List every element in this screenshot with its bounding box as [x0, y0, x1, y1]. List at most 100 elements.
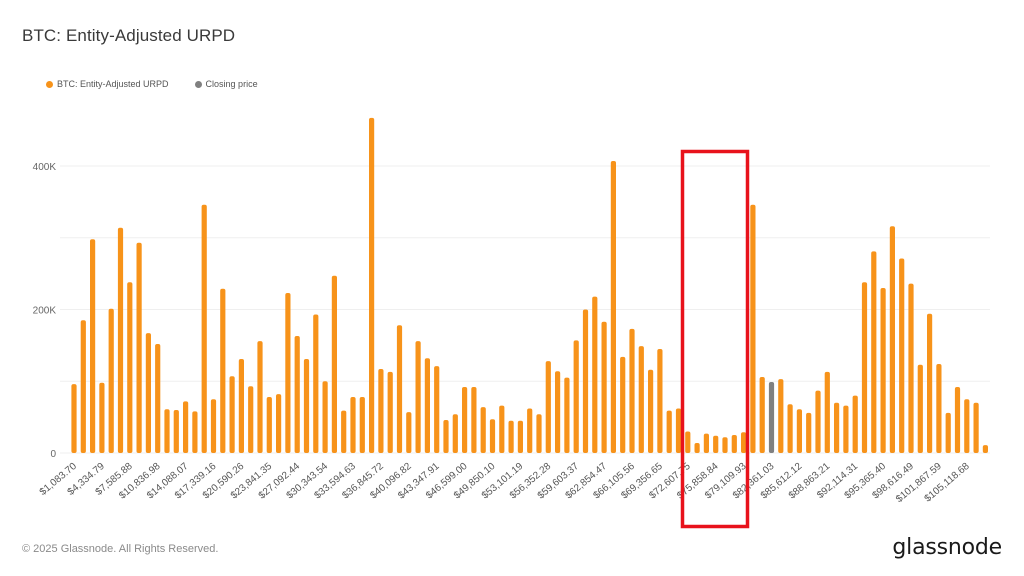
urpd-bar[interactable] — [127, 282, 133, 453]
urpd-bar[interactable] — [638, 346, 644, 453]
urpd-bar[interactable] — [908, 283, 914, 453]
urpd-bar[interactable] — [927, 313, 933, 453]
urpd-bar[interactable] — [406, 412, 412, 453]
urpd-bar[interactable] — [387, 371, 393, 453]
urpd-bar[interactable] — [861, 282, 868, 453]
urpd-bar[interactable] — [145, 333, 151, 453]
urpd-bar[interactable] — [694, 442, 700, 453]
urpd-bar[interactable] — [136, 242, 142, 453]
urpd-bar[interactable] — [685, 431, 691, 453]
urpd-bar[interactable] — [443, 420, 449, 453]
urpd-bar[interactable] — [183, 401, 189, 453]
urpd-bar[interactable] — [276, 394, 282, 453]
urpd-bar[interactable] — [703, 433, 709, 453]
urpd-bar[interactable] — [843, 405, 849, 453]
urpd-bar[interactable] — [434, 366, 440, 453]
urpd-bar[interactable] — [415, 341, 421, 453]
urpd-bar[interactable] — [99, 382, 105, 453]
urpd-bar[interactable] — [675, 408, 682, 453]
urpd-bar[interactable] — [303, 359, 310, 453]
urpd-bar[interactable] — [489, 419, 496, 453]
urpd-bar[interactable] — [741, 432, 747, 453]
urpd-bar[interactable] — [666, 410, 672, 453]
urpd-bar[interactable] — [731, 435, 737, 453]
urpd-bar[interactable] — [210, 399, 217, 453]
urpd-bar[interactable] — [592, 296, 598, 453]
urpd-bar[interactable] — [471, 386, 477, 453]
urpd-bar[interactable] — [713, 435, 719, 453]
urpd-bar[interactable] — [452, 414, 458, 453]
urpd-bar[interactable] — [369, 117, 375, 454]
urpd-bar[interactable] — [201, 204, 207, 453]
urpd-bar[interactable] — [610, 160, 616, 454]
urpd-bar[interactable] — [173, 409, 179, 453]
urpd-bar[interactable] — [564, 377, 570, 453]
urpd-bar[interactable] — [778, 379, 784, 453]
legend-item-closing-price[interactable]: Closing price — [194, 79, 258, 89]
urpd-bar[interactable] — [982, 445, 988, 453]
urpd-bar[interactable] — [359, 397, 365, 453]
urpd-bar[interactable] — [796, 409, 802, 453]
urpd-bar[interactable] — [582, 309, 589, 454]
urpd-bar[interactable] — [322, 381, 328, 453]
urpd-bar[interactable] — [834, 402, 840, 453]
urpd-bar[interactable] — [759, 376, 765, 453]
urpd-bar[interactable] — [555, 371, 561, 453]
urpd-bar[interactable] — [573, 340, 579, 453]
urpd-bar[interactable] — [480, 407, 486, 453]
urpd-bar[interactable] — [71, 384, 77, 453]
urpd-bar[interactable] — [257, 341, 263, 453]
urpd-bar[interactable] — [871, 251, 877, 453]
urpd-bar[interactable] — [108, 308, 114, 453]
urpd-bar[interactable] — [824, 371, 830, 453]
urpd-bar[interactable] — [331, 275, 337, 453]
urpd-bar[interactable] — [396, 325, 403, 453]
urpd-bar[interactable] — [266, 397, 272, 453]
urpd-bar[interactable] — [815, 390, 821, 453]
urpd-bar[interactable] — [880, 287, 886, 453]
urpd-bar[interactable] — [964, 399, 970, 453]
urpd-bar[interactable] — [899, 258, 905, 453]
urpd-bar[interactable] — [229, 376, 235, 453]
urpd-bar[interactable] — [620, 356, 626, 453]
urpd-bar[interactable] — [220, 288, 226, 453]
urpd-bar[interactable] — [750, 204, 756, 453]
urpd-bar[interactable] — [80, 320, 86, 453]
urpd-bar[interactable] — [248, 386, 254, 453]
urpd-bar[interactable] — [852, 395, 858, 453]
urpd-bar[interactable] — [508, 420, 514, 453]
urpd-bar[interactable] — [917, 364, 923, 453]
urpd-bar[interactable] — [973, 402, 979, 453]
urpd-bar[interactable] — [945, 412, 951, 453]
urpd-bar[interactable] — [954, 386, 961, 453]
urpd-bar[interactable] — [90, 239, 96, 453]
urpd-bar[interactable] — [601, 321, 607, 453]
urpd-bar[interactable] — [350, 397, 356, 453]
urpd-bar[interactable] — [657, 348, 663, 453]
urpd-bar[interactable] — [155, 343, 161, 453]
urpd-bar[interactable] — [629, 328, 635, 453]
urpd-bar[interactable] — [164, 409, 170, 453]
urpd-bar[interactable] — [536, 414, 542, 453]
urpd-bar[interactable] — [192, 411, 198, 453]
urpd-bar[interactable] — [285, 293, 291, 453]
urpd-bar[interactable] — [238, 359, 244, 453]
urpd-bar[interactable] — [462, 386, 468, 453]
urpd-bar[interactable] — [722, 437, 728, 453]
urpd-bar[interactable] — [545, 361, 551, 453]
urpd-bar[interactable] — [294, 336, 300, 453]
closing-price-bar[interactable] — [768, 381, 775, 453]
urpd-bar[interactable] — [313, 314, 319, 453]
urpd-bar[interactable] — [424, 358, 430, 453]
urpd-bar[interactable] — [936, 364, 942, 453]
urpd-bar[interactable] — [117, 227, 124, 453]
urpd-bar[interactable] — [341, 410, 347, 453]
urpd-bar[interactable] — [499, 405, 505, 453]
urpd-bar[interactable] — [517, 420, 523, 453]
urpd-bar[interactable] — [648, 369, 654, 453]
urpd-bar[interactable] — [889, 226, 895, 453]
urpd-bar[interactable] — [787, 404, 793, 453]
urpd-bar[interactable] — [806, 412, 812, 453]
urpd-bar[interactable] — [378, 369, 384, 453]
urpd-bar[interactable] — [527, 408, 533, 453]
